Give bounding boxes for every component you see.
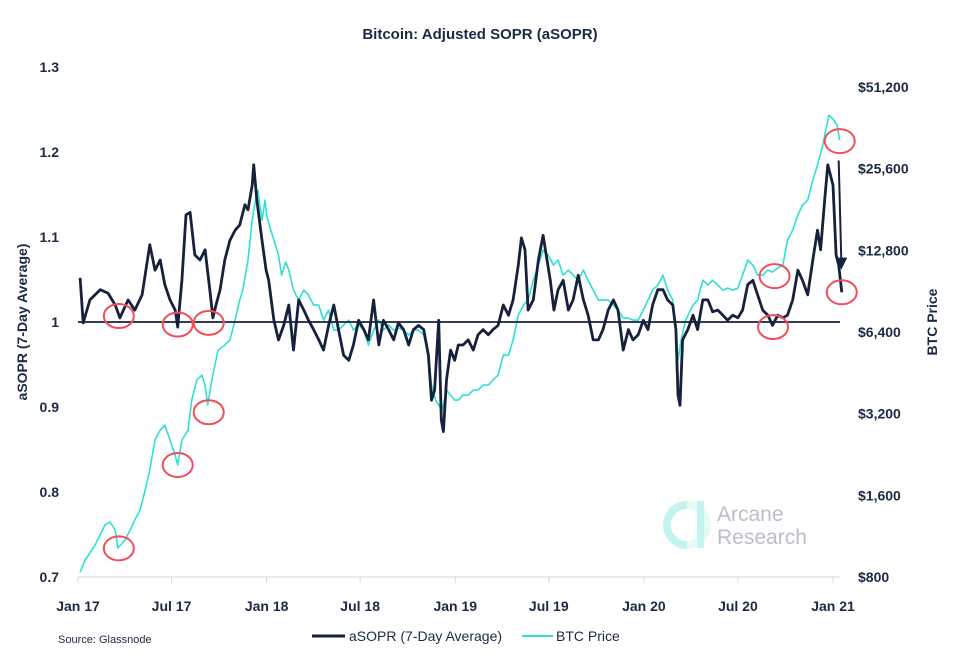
watermark-logo-bar [697, 501, 704, 548]
right-axis-title: BTC Price [924, 288, 940, 355]
highlight-circle [161, 452, 194, 479]
right-y-tick-label: $25,600 [858, 161, 909, 177]
highlight-circle [192, 399, 225, 426]
legend: aSOPR (7-Day Average) BTC Price [312, 628, 620, 644]
left-y-tick-label: 0.8 [40, 484, 60, 500]
highlight-circle [161, 311, 194, 338]
x-tick-label: Jan 17 [56, 598, 100, 614]
watermark-logo-arc-light [686, 501, 711, 549]
chart-title: Bitcoin: Adjusted SOPR (aSOPR) [362, 26, 597, 43]
highlight-circle [192, 309, 225, 336]
down-arrow-shaft [837, 160, 843, 260]
watermark-logo-arc [663, 501, 688, 549]
watermark-text-2: Research [717, 526, 807, 549]
left-y-tick-label: 1.2 [40, 144, 60, 160]
right-y-tick-label: $51,200 [858, 79, 909, 95]
left-y-tick-label: 0.9 [40, 399, 60, 415]
down-arrow-icon [835, 257, 848, 270]
highlight-circle [758, 263, 791, 290]
highlight-circle [102, 303, 135, 330]
highlight-circle [823, 128, 856, 155]
highlight-circle [825, 279, 858, 306]
right-y-tick-label: $6,400 [858, 324, 901, 340]
left-axis-title: aSOPR (7-Day Average) [14, 244, 30, 401]
left-y-tick-label: 1 [51, 314, 59, 330]
legend-label-asopr: aSOPR (7-Day Average) [349, 628, 502, 644]
right-y-tick-label: $1,600 [858, 487, 901, 503]
right-y-tick-label: $3,200 [858, 406, 901, 422]
legend-label-price: BTC Price [556, 628, 620, 644]
watermark-text-1: Arcane [717, 503, 784, 526]
highlight-circle [102, 535, 135, 562]
x-tick-label: Jul 18 [340, 598, 380, 614]
highlight-circle [757, 314, 790, 341]
right-y-tick-label: $12,800 [858, 242, 909, 258]
x-tick-label: Jul 19 [529, 598, 569, 614]
x-tick-label: Jul 20 [718, 598, 758, 614]
right-y-tick-label: $800 [858, 569, 889, 585]
arcane-research-watermark: Arcane Research [663, 501, 807, 549]
x-tick-label: Jul 17 [152, 598, 192, 614]
x-tick-label: Jan 21 [811, 598, 855, 614]
btc-price-line [79, 114, 841, 573]
x-tick-label: Jan 19 [433, 598, 477, 614]
x-tick-label: Jan 18 [245, 598, 289, 614]
asopr-line [78, 163, 844, 433]
x-tick-label: Jan 20 [622, 598, 666, 614]
left-y-tick-label: 1.1 [40, 229, 60, 245]
left-y-tick-label: 0.7 [40, 569, 60, 585]
source-note: Source: Glassnode [58, 634, 152, 646]
left-y-tick-label: 1.3 [40, 59, 60, 75]
